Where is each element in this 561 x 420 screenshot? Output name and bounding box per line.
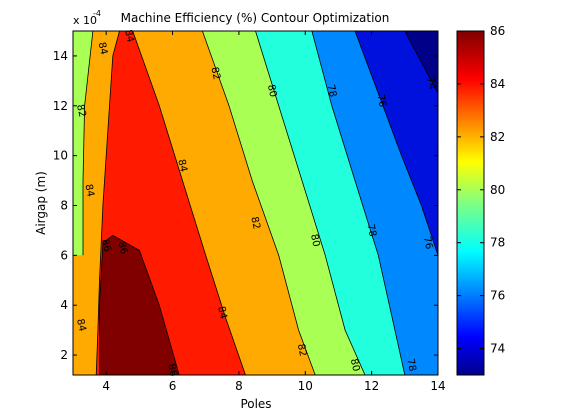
x-tick-label: 10 — [298, 379, 313, 393]
contour-label: 82 — [248, 216, 261, 231]
contour-lines — [82, 31, 438, 375]
y-exponent-base: x 10 — [73, 14, 97, 27]
colorbar-tick-label: 78 — [490, 236, 505, 250]
contour-label: 84 — [175, 158, 188, 173]
colorbar-ticks: 74 76 78 80 82 84 86 — [457, 24, 505, 356]
x-axis-ticks: 4 6 8 10 12 14 — [102, 31, 446, 393]
y-tick-label: 8 — [60, 198, 68, 212]
contour-line-84 — [95, 31, 120, 375]
region-86 — [99, 235, 180, 375]
colorbar-tick-label: 74 — [490, 342, 505, 356]
colorbar-tick-label: 86 — [490, 24, 505, 38]
y-tick-label: 6 — [60, 248, 68, 262]
contour-label: 84 — [122, 29, 135, 44]
contour-label: 78 — [364, 223, 377, 238]
contour-label: 86 — [165, 363, 178, 378]
contour-label: 78 — [325, 84, 338, 99]
x-tick-label: 8 — [235, 379, 243, 393]
contour-line-82 — [82, 31, 94, 256]
contour-line-78 — [311, 31, 406, 375]
y-tick-label: 14 — [53, 49, 68, 63]
contour-line-76 — [354, 31, 438, 256]
contour-line-82 — [202, 31, 316, 375]
plot-frame — [72, 30, 439, 376]
contour-label: 82 — [208, 66, 221, 81]
contour-label: 76 — [374, 94, 387, 109]
y-tick-label: 4 — [60, 298, 68, 312]
y-exponent-power: -4 — [93, 9, 101, 18]
contour-label: 80 — [265, 84, 278, 99]
filled-contour-regions — [73, 31, 438, 375]
colorbar-tick-label: 82 — [490, 130, 505, 144]
contour-label: 76 — [421, 236, 434, 251]
contour-label: 86 — [99, 238, 112, 253]
x-tick-label: 4 — [102, 379, 110, 393]
contour-label: 84 — [82, 183, 95, 198]
y-axis-label: Airgap (m) — [34, 171, 48, 235]
contour-line-86 — [99, 234, 180, 375]
contour-label: 80 — [348, 358, 361, 373]
contour-label: 82 — [295, 343, 308, 358]
region-80-left — [73, 31, 93, 256]
x-tick-label: 12 — [364, 379, 379, 393]
chart-title: Machine Efficiency (%) Contour Optimizat… — [121, 11, 390, 25]
contour-line-80 — [255, 31, 366, 375]
x-axis-label: Poles — [240, 397, 271, 411]
y-tick-label: 12 — [53, 99, 68, 113]
contour-label: 74 — [424, 76, 437, 91]
y-tick-label: 10 — [53, 149, 68, 163]
contour-label: 84 — [215, 305, 228, 320]
x-tick-label: 14 — [430, 379, 445, 393]
contour-label: 82 — [74, 104, 87, 119]
contour-label: 86 — [116, 241, 129, 256]
contour-label: 84 — [74, 318, 87, 333]
contour-labels: 84 84 82 84 84 84 84 86 86 86 82 82 82 80 80 80 78 78 78 76… — [74, 29, 437, 378]
colorbar-tick-label: 80 — [490, 183, 505, 197]
contour-label: 78 — [404, 358, 417, 373]
colorbar-tick-label: 76 — [490, 289, 505, 303]
colorbar-tick-label: 84 — [490, 77, 505, 91]
y-tick-label: 2 — [60, 348, 68, 362]
x-tick-label: 6 — [169, 379, 177, 393]
contour-label: 80 — [308, 233, 321, 248]
contour-line-84 — [132, 31, 246, 375]
contour-line-74 — [404, 31, 438, 94]
contour-label: 84 — [96, 41, 109, 56]
y-axis-ticks: 2 4 6 8 10 12 14 — [53, 49, 438, 362]
colorbar — [456, 30, 485, 376]
